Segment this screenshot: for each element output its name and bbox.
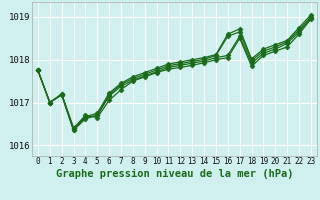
X-axis label: Graphe pression niveau de la mer (hPa): Graphe pression niveau de la mer (hPa) <box>56 169 293 179</box>
